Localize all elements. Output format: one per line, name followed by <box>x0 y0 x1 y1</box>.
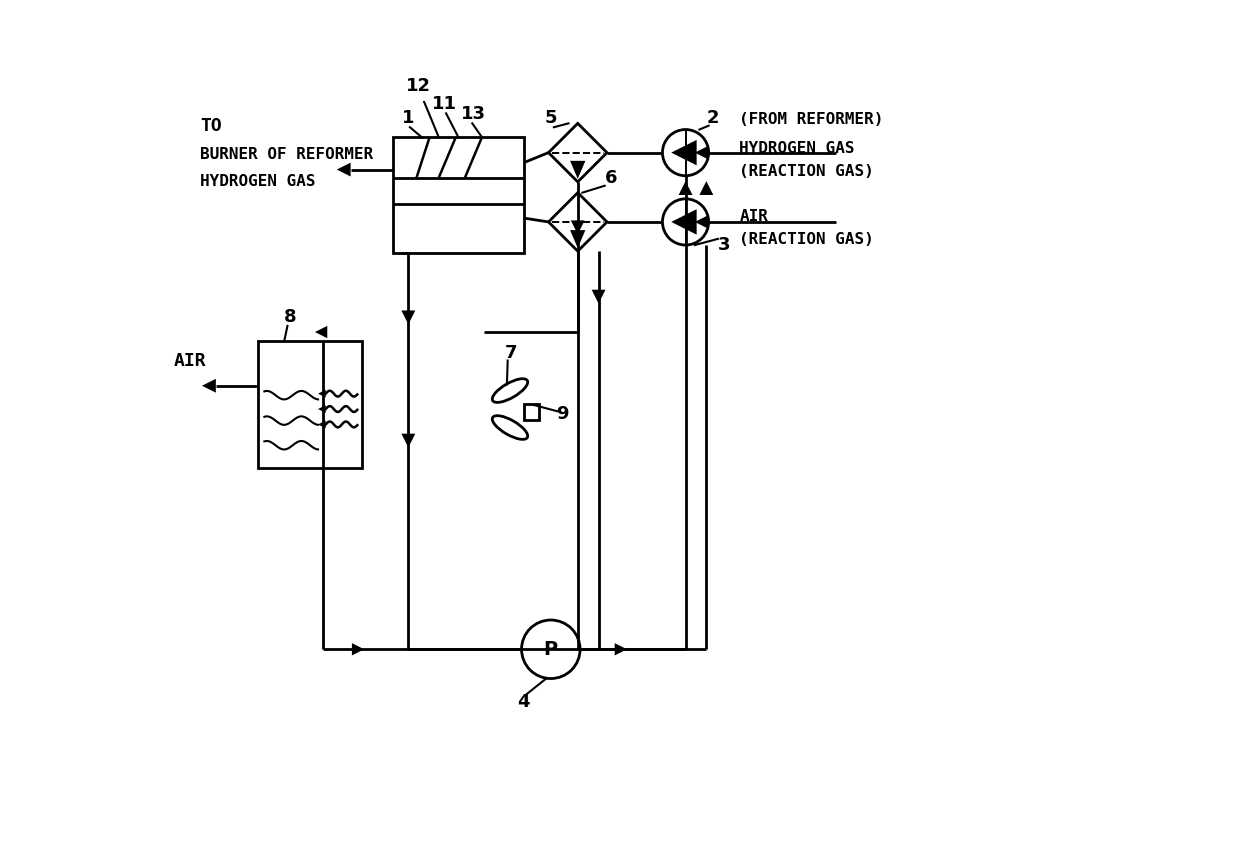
Polygon shape <box>570 161 585 179</box>
Text: 1: 1 <box>402 109 414 127</box>
Text: 11: 11 <box>432 95 458 113</box>
Polygon shape <box>570 221 585 234</box>
Text: 9: 9 <box>556 406 569 424</box>
Text: 12: 12 <box>405 77 430 94</box>
Text: 5: 5 <box>544 109 557 127</box>
Polygon shape <box>317 405 326 413</box>
Polygon shape <box>402 434 415 448</box>
Text: P: P <box>543 640 558 658</box>
Bar <box>258 341 362 468</box>
Ellipse shape <box>492 416 528 440</box>
Polygon shape <box>671 140 697 165</box>
Text: AIR: AIR <box>174 351 206 370</box>
Polygon shape <box>694 146 708 160</box>
Polygon shape <box>615 643 627 655</box>
Text: AIR: AIR <box>739 209 769 224</box>
Circle shape <box>522 620 580 679</box>
Polygon shape <box>202 379 216 392</box>
Text: (FROM REFORMER): (FROM REFORMER) <box>739 112 884 127</box>
Polygon shape <box>671 209 697 235</box>
Text: 2: 2 <box>707 109 719 127</box>
Text: 7: 7 <box>505 344 517 362</box>
Text: 6: 6 <box>605 169 618 187</box>
Polygon shape <box>591 290 605 304</box>
Text: 3: 3 <box>718 236 730 254</box>
Bar <box>523 404 539 420</box>
Circle shape <box>662 130 708 176</box>
Polygon shape <box>317 421 326 429</box>
Polygon shape <box>315 326 327 338</box>
Polygon shape <box>678 181 692 195</box>
Text: 13: 13 <box>461 105 486 123</box>
Polygon shape <box>317 390 326 397</box>
Text: BURNER OF REFORMER: BURNER OF REFORMER <box>201 147 373 163</box>
Polygon shape <box>548 124 608 182</box>
Polygon shape <box>570 230 585 248</box>
Text: HYDROGEN GAS: HYDROGEN GAS <box>739 141 854 157</box>
Text: 4: 4 <box>517 693 531 711</box>
Polygon shape <box>699 181 713 195</box>
Text: (REACTION GAS): (REACTION GAS) <box>739 164 874 179</box>
Ellipse shape <box>492 379 528 402</box>
Polygon shape <box>352 643 365 655</box>
Polygon shape <box>402 311 415 324</box>
Text: (REACTION GAS): (REACTION GAS) <box>739 232 874 248</box>
Polygon shape <box>548 193 608 251</box>
Polygon shape <box>694 215 708 229</box>
Circle shape <box>662 199 708 245</box>
Text: HYDROGEN GAS: HYDROGEN GAS <box>201 173 316 189</box>
Bar <box>393 137 523 253</box>
Text: TO: TO <box>201 117 222 135</box>
Text: 8: 8 <box>284 307 296 326</box>
Polygon shape <box>337 163 351 177</box>
